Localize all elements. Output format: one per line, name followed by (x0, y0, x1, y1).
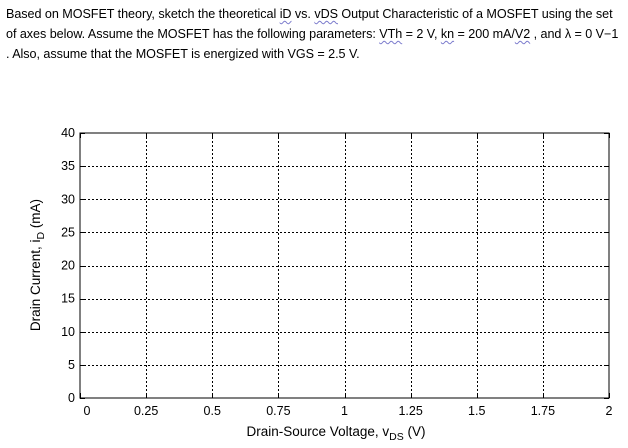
y-tick-label: 15 (61, 292, 75, 306)
y-tick-label: 25 (61, 225, 75, 239)
spellcheck-word: vDS (314, 7, 338, 21)
y-tick-label: 5 (68, 358, 75, 372)
x-tick-label: 0.75 (266, 404, 290, 418)
axis-ticks (80, 133, 610, 399)
x-tick-label: 1.25 (398, 404, 422, 418)
x-tick-labels: 0 0.25 0.5 0.75 1 1.25 1.5 1.75 2 (84, 404, 613, 418)
y-tick-label: 10 (61, 325, 75, 339)
x-tick-label: 1.75 (531, 404, 555, 418)
spellcheck-word: iD (279, 7, 292, 21)
spellcheck-word: VTh (379, 27, 403, 41)
y-tick-labels: 0 5 10 15 20 25 30 35 40 (61, 126, 75, 405)
y-tick-label: 40 (61, 126, 75, 140)
question-segment: , and λ = 0 V−1 . Also, assume that the … (6, 27, 619, 61)
question-segment: vs. (291, 7, 315, 21)
x-tick-label: 0 (84, 404, 91, 418)
y-tick-label: 20 (61, 259, 75, 273)
plot-area-frame (79, 132, 610, 399)
question-segment: = 2 V, (402, 27, 441, 41)
y-tick-label: 35 (61, 159, 75, 173)
y-tick-label: 0 (68, 391, 75, 405)
spellcheck-word: kn (440, 27, 455, 41)
x-tick-label: 0.25 (134, 404, 158, 418)
grid-lines (80, 133, 609, 398)
x-tick-label: 1.5 (468, 404, 485, 418)
question-text: Based on MOSFET theory, sketch the theor… (6, 4, 624, 64)
y-axis-label: Drain Current, iD (mA) (28, 199, 47, 331)
x-tick-label: 1 (341, 404, 348, 418)
question-segment: Output Characteristic of a MOSFET using … (6, 7, 613, 41)
x-axis-label: Drain-Source Voltage, vDS (V) (247, 424, 426, 443)
y-tick-label: 30 (61, 192, 75, 206)
spellcheck-word: V2 (514, 27, 531, 41)
x-tick-label: 0.5 (204, 404, 221, 418)
question-segment: = 200 mA/ (454, 27, 515, 41)
question-segment: Based on MOSFET theory, sketch the theor… (6, 7, 280, 21)
x-tick-label: 2 (606, 404, 613, 418)
